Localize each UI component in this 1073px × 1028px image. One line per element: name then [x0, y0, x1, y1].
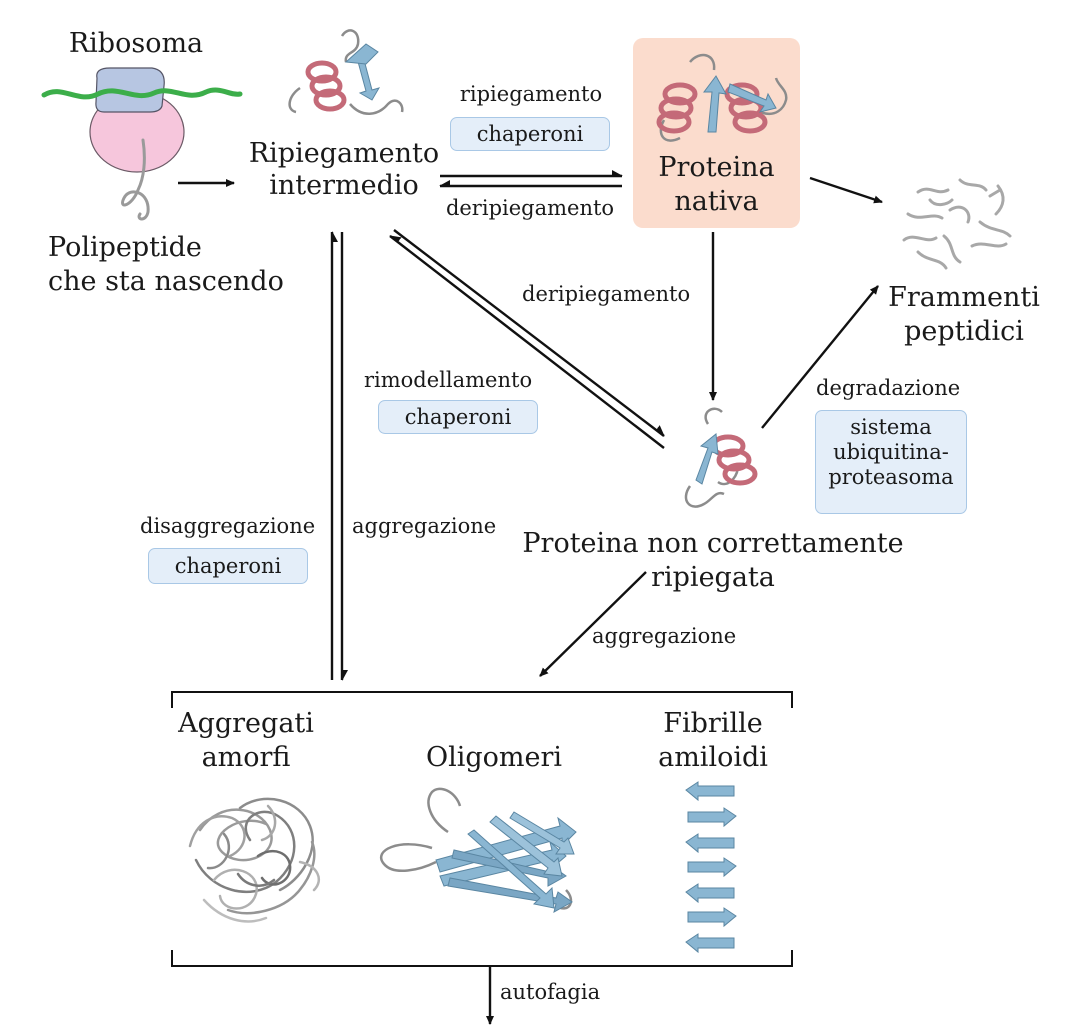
ubiquitin-proteasome-badge: sistema ubiquitina- proteasoma	[815, 410, 967, 514]
amorphous-label-2: amorfi	[201, 742, 291, 773]
remodeling-chaperones-badge: chaperoni	[378, 400, 538, 434]
misfolded-label-1: Proteina non correttamente	[522, 528, 904, 559]
unfolding-top-label: deripiegamento	[445, 196, 615, 220]
fibrils-label-1: Fibrille	[663, 708, 763, 739]
fragments-label-1: Frammenti	[888, 282, 1040, 313]
native-structure-icon	[656, 53, 788, 142]
misfolded-structure-icon	[684, 407, 758, 508]
native-label-2: nativa	[674, 186, 759, 217]
arrow-remodeling	[389, 235, 665, 449]
arrow-aggregation-bottom	[539, 571, 647, 677]
ribosome-label: Ribosoma	[68, 28, 204, 59]
amorphous-aggregates-icon	[188, 797, 320, 923]
ubiquitin-system-line-2: ubiquitina-	[833, 440, 949, 465]
remodeling-label: rimodellamento	[364, 368, 533, 392]
nascent-polypeptide-label-1: Polipeptide	[48, 232, 202, 263]
aggregation-left-label: aggregazione	[352, 514, 497, 538]
fibrils-label-2: amiloidi	[658, 742, 768, 773]
oligomers-icon	[380, 787, 577, 913]
oligomers-label: Oligomeri	[425, 742, 563, 773]
autophagy-label: autofagia	[500, 980, 601, 1004]
peptide-fragments-icon	[902, 178, 1012, 270]
ubiquitin-system-line-3: proteasoma	[828, 465, 954, 490]
disaggregation-label: disaggregazione	[140, 514, 316, 538]
fragments-label-2: peptidici	[904, 316, 1024, 347]
intermediate-structure-icon	[288, 29, 404, 115]
amorphous-label-1: Aggregati	[178, 708, 314, 739]
arrows	[178, 170, 883, 1025]
intermediate-label-1: Ripiegamento	[248, 138, 440, 169]
misfolded-label-2: ripiegata	[651, 562, 775, 593]
amyloid-fibrils-icon	[685, 781, 737, 954]
intermediate-label-2: intermedio	[269, 170, 419, 201]
native-label-1: Proteina	[658, 152, 775, 183]
ubiquitin-system-line-1: sistema	[850, 415, 932, 439]
disaggregation-chaperones-badge: chaperoni	[148, 548, 308, 584]
folding-label: ripiegamento	[459, 82, 603, 106]
ribosome-icon	[41, 67, 243, 221]
aggregates-bracket	[171, 691, 793, 967]
arrow-misfolded-to-intermediate	[393, 229, 665, 437]
aggregation-bottom-label: aggregazione	[592, 624, 737, 648]
unfolding-right-label: deripiegamento	[522, 282, 691, 306]
folding-chaperones-badge: chaperoni	[450, 117, 610, 151]
arrow-degradation	[761, 285, 879, 429]
arrow-native-to-fragments	[809, 176, 883, 204]
nascent-polypeptide-label-2: che sta nascendo	[48, 266, 284, 297]
degradation-label: degradazione	[816, 376, 961, 400]
